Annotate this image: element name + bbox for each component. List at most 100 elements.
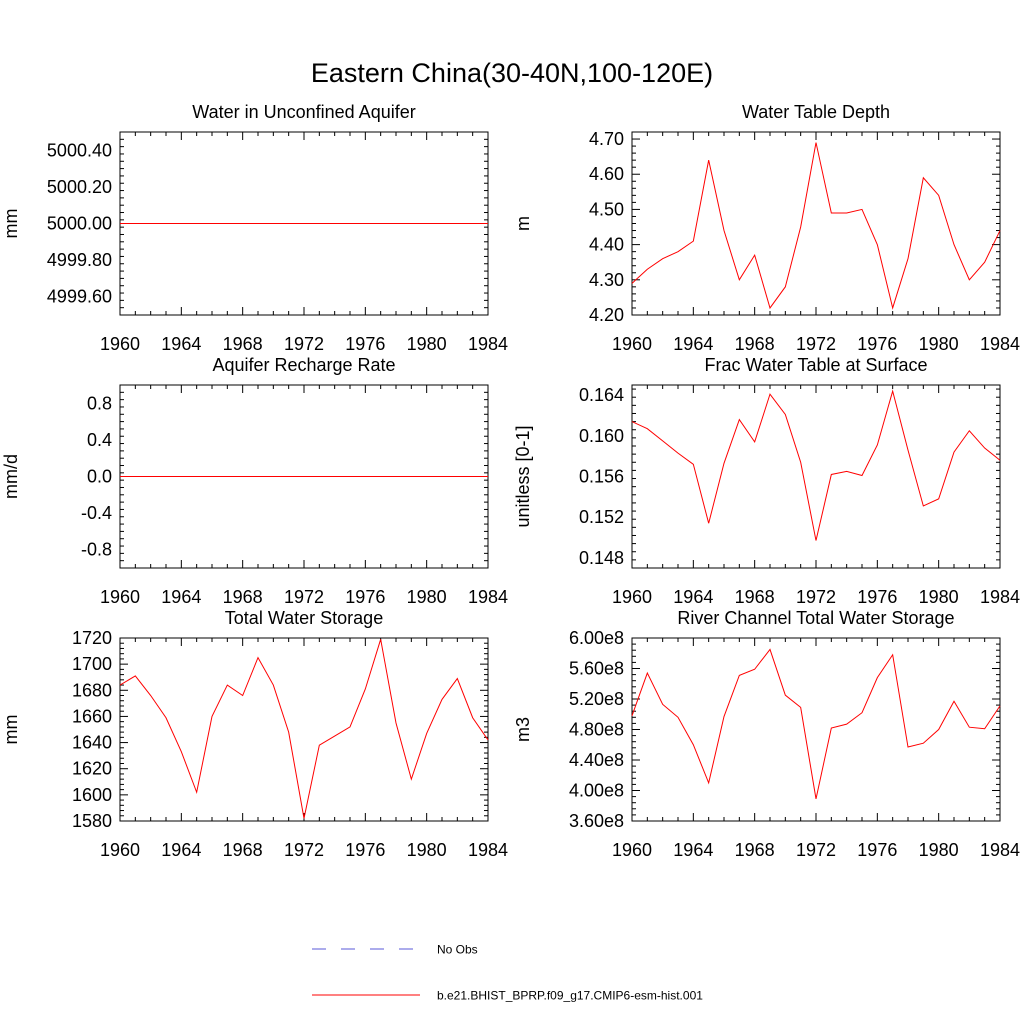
x-tick-label: 1980 — [407, 587, 447, 607]
panel-5: Total Water Storage mm 1960 1964 1968 1972 197… — [1, 608, 508, 860]
y-tick-label: 1640 — [72, 733, 112, 753]
x-tick-label: 1984 — [468, 587, 508, 607]
y-tick-label: -0.8 — [81, 540, 112, 560]
panel-3: Aquifer Recharge Rate mm/d 1960 1964 1968 197… — [1, 355, 508, 607]
x-tick-label: 1964 — [161, 334, 201, 354]
series-line — [631, 648, 1001, 799]
y-tick-label: 4.20 — [589, 305, 624, 325]
x-tick-label: 1972 — [284, 587, 324, 607]
y-axis-label: m — [513, 216, 533, 231]
y-axis-label: mm/d — [1, 454, 21, 499]
y-tick-label: 4999.80 — [47, 250, 112, 270]
y-tick-label: 1680 — [72, 680, 112, 700]
x-tick-label: 1960 — [100, 334, 140, 354]
y-tick-label: 4.70 — [589, 129, 624, 149]
y-tick-label: 5.60e8 — [569, 659, 624, 679]
y-tick-label: 3.60e8 — [569, 811, 624, 831]
y-tick-label: 4.80e8 — [569, 720, 624, 740]
y-tick-label: 6.00e8 — [569, 628, 624, 648]
panel-title: Total Water Storage — [225, 608, 383, 628]
x-tick-label: 1972 — [796, 334, 836, 354]
y-tick-label: 1720 — [72, 628, 112, 648]
main-title: Eastern China(30-40N,100-120E) — [311, 58, 713, 88]
x-tick-label: 1968 — [735, 334, 775, 354]
y-tick-label: 1600 — [72, 785, 112, 805]
panel-6: River Channel Total Water Storage m3 1960 1… — [513, 608, 1020, 860]
panels: Water in Unconfined Aquifer mm 1960 1964 196… — [1, 102, 1020, 860]
panel-title: River Channel Total Water Storage — [677, 608, 954, 628]
y-tick-label: 0.164 — [579, 385, 624, 405]
x-tick-label: 1964 — [673, 334, 713, 354]
x-tick-label: 1964 — [161, 587, 201, 607]
x-tick-label: 1980 — [919, 334, 959, 354]
y-axis-label: m3 — [513, 717, 533, 742]
y-tick-label: 4.00e8 — [569, 781, 624, 801]
x-tick-label: 1976 — [345, 334, 385, 354]
panel-title: Frac Water Table at Surface — [704, 355, 927, 375]
x-tick-label: 1960 — [612, 587, 652, 607]
y-tick-label: 1700 — [72, 654, 112, 674]
x-tick-label: 1964 — [673, 587, 713, 607]
y-tick-label: 0.148 — [579, 548, 624, 568]
x-tick-label: 1968 — [223, 334, 263, 354]
y-tick-label: -0.4 — [81, 503, 112, 523]
x-tick-label: 1960 — [612, 840, 652, 860]
panel-title: Water in Unconfined Aquifer — [192, 102, 415, 122]
x-tick-label: 1984 — [468, 840, 508, 860]
x-tick-label: 1976 — [857, 840, 897, 860]
y-tick-label: 4.60 — [589, 164, 624, 184]
y-tick-label: 5000.00 — [47, 214, 112, 234]
x-tick-label: 1984 — [980, 334, 1020, 354]
x-tick-label: 1976 — [857, 334, 897, 354]
panel-title: Aquifer Recharge Rate — [212, 355, 395, 375]
y-axis-label: mm — [1, 715, 21, 745]
x-tick-label: 1984 — [980, 840, 1020, 860]
x-tick-label: 1964 — [161, 840, 201, 860]
y-tick-label: 4999.60 — [47, 287, 112, 307]
series-line — [119, 639, 489, 819]
y-tick-label: 1620 — [72, 759, 112, 779]
x-tick-label: 1980 — [919, 840, 959, 860]
x-tick-label: 1984 — [468, 334, 508, 354]
x-tick-label: 1960 — [100, 587, 140, 607]
panel-4: Frac Water Table at Surface unitless [0-1… — [513, 355, 1020, 607]
series-line — [631, 389, 1001, 541]
plot-frame — [119, 637, 489, 822]
x-tick-label: 1968 — [735, 840, 775, 860]
panel-title: Water Table Depth — [742, 102, 890, 122]
legend-obs-label: No Obs — [437, 943, 478, 957]
x-tick-label: 1968 — [223, 587, 263, 607]
x-tick-label: 1960 — [612, 334, 652, 354]
y-tick-label: 5000.40 — [47, 140, 112, 160]
series-line — [631, 142, 1001, 310]
y-tick-label: 4.30 — [589, 270, 624, 290]
x-tick-label: 1976 — [345, 840, 385, 860]
y-tick-label: 0.4 — [87, 430, 112, 450]
x-tick-label: 1980 — [407, 840, 447, 860]
y-tick-label: 1580 — [72, 811, 112, 831]
legend-model-label: b.e21.BHIST_BPRP.f09_g17.CMIP6-esm-hist.… — [437, 989, 703, 1003]
y-tick-label: 4.40 — [589, 235, 624, 255]
y-axis-label: mm — [1, 209, 21, 239]
x-tick-label: 1968 — [223, 840, 263, 860]
x-tick-label: 1972 — [284, 840, 324, 860]
y-tick-label: 5000.20 — [47, 177, 112, 197]
x-tick-label: 1972 — [796, 587, 836, 607]
panel-2: Water Table Depth m 1960 1964 1968 1972 1976 19… — [513, 102, 1020, 354]
x-tick-label: 1964 — [673, 840, 713, 860]
y-tick-label: 0.8 — [87, 393, 112, 413]
x-tick-label: 1972 — [284, 334, 324, 354]
x-tick-label: 1968 — [735, 587, 775, 607]
y-tick-label: 1660 — [72, 706, 112, 726]
x-tick-label: 1972 — [796, 840, 836, 860]
y-axis-label: unitless [0-1] — [513, 425, 533, 527]
y-tick-label: 0.156 — [579, 467, 624, 487]
legend: No Obs b.e21.BHIST_BPRP.f09_g17.CMIP6-es… — [312, 943, 703, 1003]
y-tick-label: 0.160 — [579, 426, 624, 446]
x-tick-label: 1960 — [100, 840, 140, 860]
y-tick-label: 4.50 — [589, 199, 624, 219]
panel-1: Water in Unconfined Aquifer mm 1960 1964 196… — [1, 102, 508, 354]
plot-frame — [631, 637, 1001, 822]
y-tick-label: 4.40e8 — [569, 750, 624, 770]
